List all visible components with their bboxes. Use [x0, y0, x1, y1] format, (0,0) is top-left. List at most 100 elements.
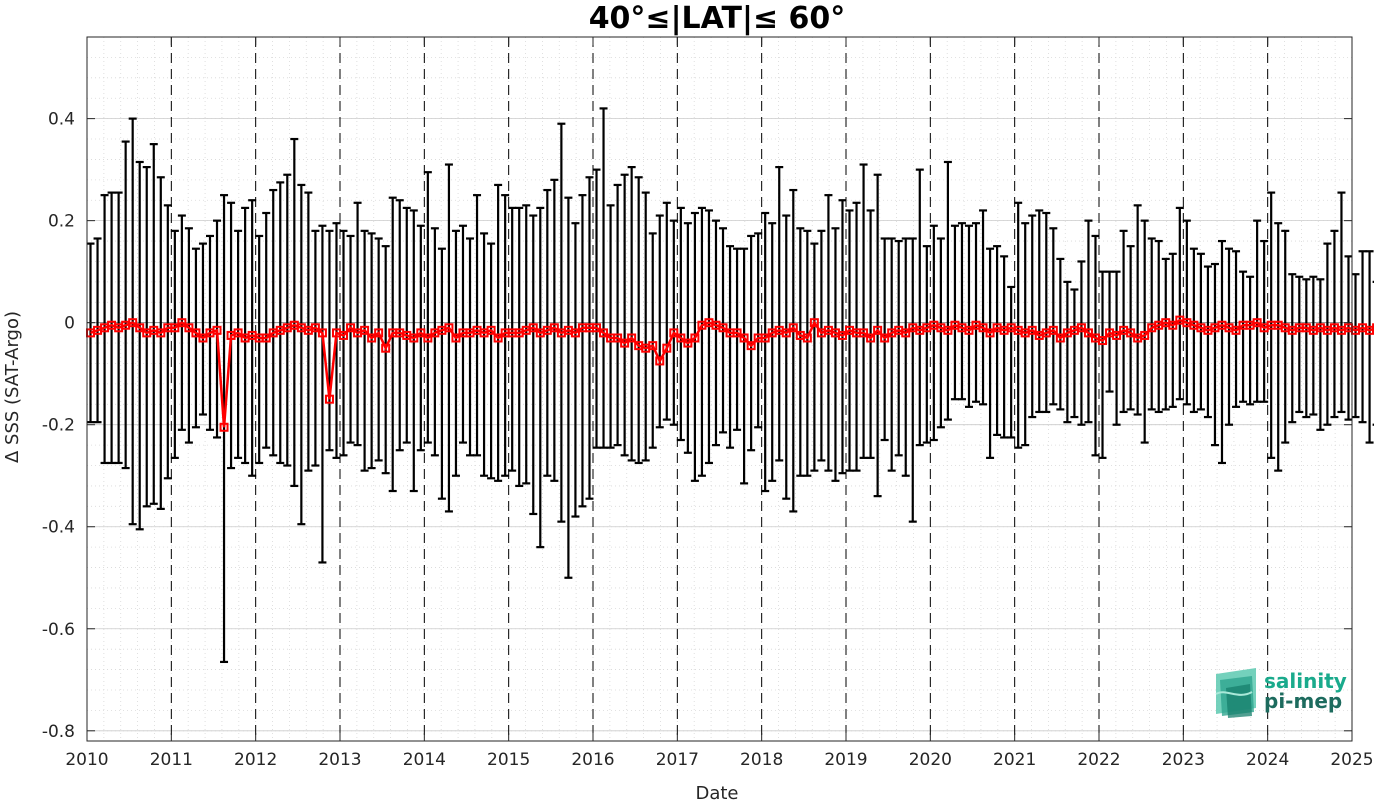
- x-tick-label: 2011: [150, 750, 193, 770]
- x-tick-label: 2012: [234, 750, 277, 770]
- mean-marker: [1168, 320, 1178, 330]
- mean-marker: [416, 328, 426, 338]
- mean-marker: [592, 323, 602, 333]
- mean-marker: [1027, 325, 1037, 335]
- mean-marker: [718, 323, 728, 333]
- mean-marker: [1140, 330, 1150, 340]
- logo-text-salinity: salinity: [1264, 669, 1347, 693]
- x-tick-label: 2024: [1246, 750, 1289, 770]
- mean-marker: [599, 328, 609, 338]
- mean-marker: [781, 328, 791, 338]
- year-lines: [170, 37, 1269, 741]
- mean-marker: [788, 323, 798, 333]
- x-tick-label: 2018: [740, 750, 783, 770]
- logo-text-pi-mep: pi-mep: [1264, 689, 1342, 713]
- x-tick-label: 2016: [571, 750, 614, 770]
- mean-marker: [655, 356, 665, 366]
- series-layer: [86, 315, 1374, 432]
- mean-marker: [1372, 323, 1374, 333]
- mean-marker: [219, 422, 229, 432]
- mean-marker: [732, 328, 742, 338]
- mean-marker: [528, 323, 538, 333]
- y-tick-label: -0.4: [42, 518, 75, 538]
- mean-marker: [669, 328, 679, 338]
- errorbars: [86, 107, 1374, 664]
- mean-marker: [409, 333, 419, 343]
- x-tick-label: 2019: [824, 750, 867, 770]
- salinity-pi-mep-logo: salinity pi-mep: [1215, 668, 1347, 718]
- grid-layer: [86, 36, 1353, 741]
- x-axis-label: Date: [695, 783, 738, 801]
- mean-marker: [135, 323, 145, 333]
- x-tick-label: 2014: [403, 750, 446, 770]
- mean-marker: [690, 333, 700, 343]
- mean-marker: [859, 328, 869, 338]
- mean-marker: [739, 333, 749, 343]
- mean-marker: [156, 328, 166, 338]
- mean-marker: [339, 330, 349, 340]
- mean-marker: [367, 333, 377, 343]
- mean-marker: [486, 325, 496, 335]
- mean-marker: [317, 328, 327, 338]
- ticks-layer: 2010 2011 2012 2013 2014 2015 2016 2017 2018 2019…: [42, 37, 1374, 770]
- y-tick-label: -0.8: [42, 722, 75, 742]
- mean-marker: [423, 333, 433, 343]
- mean-marker: [837, 330, 847, 340]
- plot-frame: [86, 36, 1353, 742]
- mean-marker: [1252, 318, 1262, 328]
- mean-marker: [943, 325, 953, 335]
- mean-marker: [809, 318, 819, 328]
- mean-marker: [1083, 328, 1093, 338]
- mean-marker: [985, 328, 995, 338]
- x-tick-label: 2015: [487, 750, 530, 770]
- chart-title: 40°≤|LAT|≤ 60°: [589, 1, 846, 36]
- y-tick-label: 0: [64, 314, 75, 334]
- mean-marker: [1076, 323, 1086, 333]
- mean-marker: [198, 333, 208, 343]
- mean-marker: [170, 323, 180, 333]
- mean-marker: [880, 333, 890, 343]
- mean-marker: [964, 325, 974, 335]
- mean-marker: [381, 343, 391, 353]
- mean-marker: [184, 323, 194, 333]
- mean-marker: [570, 328, 580, 338]
- mean-marker: [128, 318, 138, 328]
- mean-marker: [310, 323, 320, 333]
- y-tick-label: -0.2: [42, 416, 75, 436]
- mean-marker: [261, 333, 271, 343]
- x-tick-label: 2021: [993, 750, 1036, 770]
- mean-marker: [1112, 330, 1122, 340]
- mean-marker: [1048, 325, 1058, 335]
- mean-marker: [662, 343, 672, 353]
- mean-marker: [444, 323, 454, 333]
- y-tick-label: 0.4: [48, 110, 75, 130]
- mean-marker: [1055, 333, 1065, 343]
- mean-marker: [873, 325, 883, 335]
- mean-marker: [613, 333, 623, 343]
- mean-marker: [1098, 336, 1108, 346]
- y-tick-label: 0.2: [48, 212, 75, 232]
- x-tick-label: 2013: [318, 750, 361, 770]
- mean-marker: [746, 341, 756, 351]
- mean-marker: [1231, 325, 1241, 335]
- mean-marker: [760, 333, 770, 343]
- mean-marker: [627, 333, 637, 343]
- mean-marker: [549, 323, 559, 333]
- x-tick-label: 2022: [1077, 750, 1120, 770]
- wave-logo-icon: [1215, 668, 1256, 718]
- mean-marker: [802, 333, 812, 343]
- mean-marker: [648, 341, 658, 351]
- mean-marker: [177, 318, 187, 328]
- mean-marker: [360, 325, 370, 335]
- mean-marker: [233, 328, 243, 338]
- y-tick-label: -0.6: [42, 620, 75, 640]
- mean-marker: [191, 328, 201, 338]
- mean-marker: [901, 328, 911, 338]
- mean-marker: [620, 338, 630, 348]
- x-tick-label: 2025: [1330, 750, 1373, 770]
- mean-marker: [683, 338, 693, 348]
- mean-marker: [451, 333, 461, 343]
- y-axis-label: Δ SSS (SAT-Argo): [2, 311, 23, 463]
- x-tick-label: 2017: [656, 750, 699, 770]
